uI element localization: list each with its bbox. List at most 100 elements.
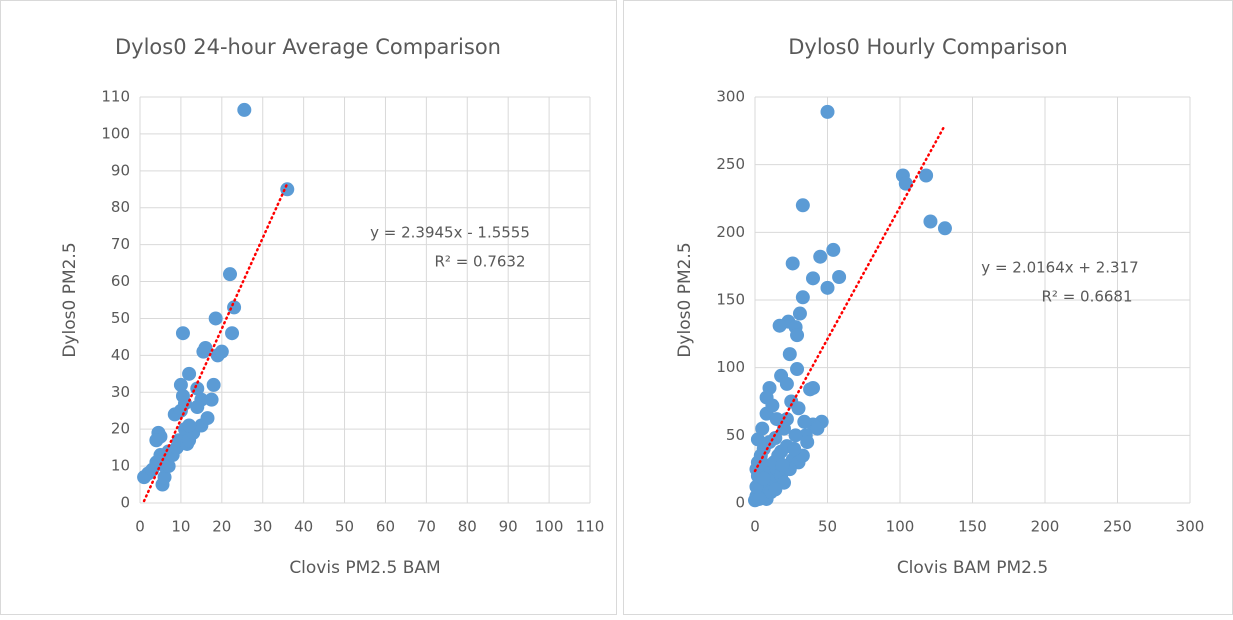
panel [623, 0, 1233, 615]
point [161, 459, 176, 474]
point [919, 168, 934, 183]
point [792, 306, 807, 321]
point [790, 328, 805, 343]
x-axis-title: Clovis BAM PM2.5 [897, 558, 1048, 578]
point [923, 214, 938, 229]
point [208, 311, 223, 326]
x-tick-label: 40 [294, 518, 313, 536]
point [752, 491, 767, 506]
y-tick-label: 60 [111, 272, 130, 290]
y-tick-label: 300 [716, 88, 745, 106]
point [806, 271, 820, 286]
x-tick-label: 70 [417, 518, 436, 536]
x-tick-label: 200 [1031, 518, 1060, 536]
point [772, 318, 787, 333]
point [225, 326, 240, 341]
point [898, 176, 913, 191]
y-tick-label: 100 [101, 124, 130, 142]
point [937, 221, 952, 236]
point [797, 414, 812, 429]
point [223, 267, 237, 282]
x-tick-label: 0 [750, 518, 760, 536]
y-axis-title: Dylos0 PM2.5 [60, 242, 80, 357]
x-tick-label: 30 [253, 518, 272, 536]
x-tick-label: 50 [335, 518, 354, 536]
y-tick-label: 10 [111, 457, 130, 475]
x-tick-label: 300 [1176, 518, 1205, 536]
point [782, 347, 797, 362]
point [173, 377, 188, 392]
point [826, 242, 841, 257]
point [768, 482, 783, 497]
point [803, 382, 818, 397]
point [832, 269, 847, 284]
x-axis-title: Clovis PM2.5 BAM [289, 558, 440, 578]
point [779, 376, 794, 391]
y-tick-label: 0 [735, 494, 745, 512]
x-tick-label: 150 [958, 518, 987, 536]
point [182, 418, 197, 433]
trendline-label: R² = 0.6681 [1041, 288, 1132, 306]
y-tick-label: 80 [111, 198, 130, 216]
point [227, 300, 242, 315]
point [200, 411, 215, 426]
chart-title: Dylos0 Hourly Comparison [788, 35, 1068, 59]
point [820, 280, 835, 295]
y-tick-label: 70 [111, 235, 130, 253]
y-tick-label: 250 [716, 155, 745, 173]
x-tick-label: 20 [212, 518, 231, 536]
point [237, 102, 252, 117]
point [795, 290, 810, 305]
point [787, 441, 802, 456]
point [214, 344, 229, 359]
y-tick-label: 40 [111, 346, 130, 364]
point [198, 340, 213, 355]
point [756, 471, 771, 486]
point [175, 326, 190, 341]
x-tick-label: 0 [135, 518, 145, 536]
y-tick-label: 150 [716, 291, 745, 309]
trendline-label: y = 2.0164x + 2.317 [981, 259, 1138, 277]
y-tick-label: 100 [716, 358, 745, 376]
trendline [753, 123, 947, 473]
x-tick-label: 250 [1103, 518, 1132, 536]
point [788, 428, 803, 443]
point [157, 470, 172, 485]
point [182, 366, 197, 381]
point [820, 104, 835, 119]
x-tick-label: 90 [499, 518, 518, 536]
x-tick-label: 100 [886, 518, 915, 536]
y-tick-label: 20 [111, 420, 130, 438]
point [755, 421, 770, 436]
y-axis-title: Dylos0 PM2.5 [675, 242, 695, 357]
x-tick-label: 10 [171, 518, 190, 536]
point [765, 398, 780, 413]
point [800, 435, 815, 450]
y-tick-label: 110 [101, 88, 130, 106]
chart-title: Dylos0 24-hour Average Comparison [115, 35, 501, 59]
panel [0, 0, 617, 615]
point [795, 198, 810, 213]
y-tick-label: 200 [716, 223, 745, 241]
point [785, 256, 800, 271]
point [206, 377, 221, 392]
y-tick-label: 50 [726, 426, 745, 444]
point [190, 400, 205, 415]
trendline-label: R² = 0.7632 [434, 253, 525, 271]
point [149, 433, 164, 448]
point [813, 249, 828, 264]
point [810, 421, 825, 436]
trendline-label: y = 2.3945x - 1.5555 [370, 224, 530, 242]
y-tick-label: 90 [111, 161, 130, 179]
x-tick-label: 80 [458, 518, 477, 536]
point [280, 182, 295, 197]
y-tick-label: 30 [111, 383, 130, 401]
point [791, 401, 806, 416]
point [204, 392, 219, 407]
point [790, 362, 805, 377]
point [779, 412, 794, 427]
point [775, 458, 790, 473]
x-tick-label: 100 [535, 518, 564, 536]
trendline [142, 182, 289, 503]
